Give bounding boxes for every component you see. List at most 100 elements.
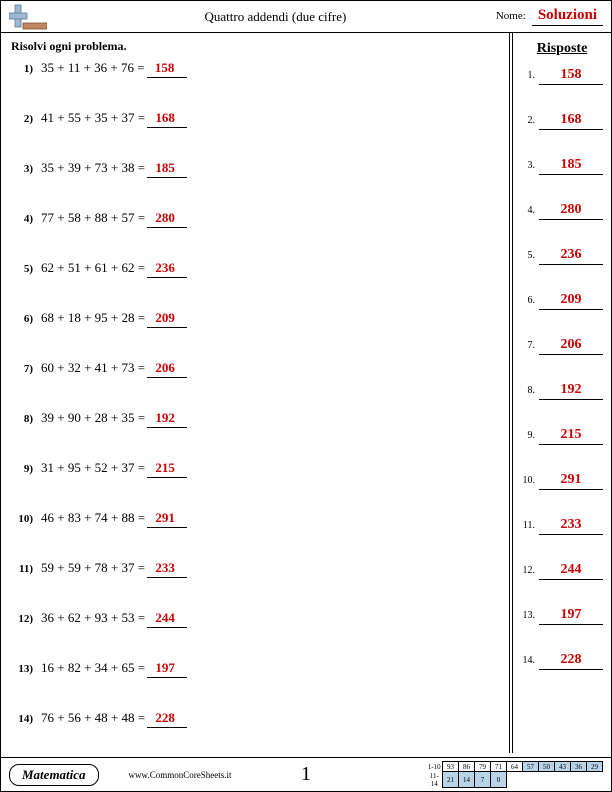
problem-row: 14)76 + 56 + 48 + 48 =228 bbox=[11, 710, 499, 728]
problem-number: 9) bbox=[11, 463, 33, 475]
problem-row: 11) 59 + 59 + 78 + 37 =233 bbox=[11, 560, 499, 578]
answer-row: 3.185 bbox=[521, 157, 603, 175]
problem-row: 9) 31 + 95 + 52 + 37 =215 bbox=[11, 460, 499, 478]
problem-expression: 59 + 59 + 78 + 37 = bbox=[41, 560, 145, 576]
answer-index: 5. bbox=[521, 250, 535, 261]
problem-expression: 77 + 58 + 88 + 57 = bbox=[41, 210, 145, 226]
answer-index: 10. bbox=[521, 475, 535, 486]
problem-number: 13) bbox=[11, 663, 33, 675]
problem-expression: 39 + 90 + 28 + 35 = bbox=[41, 410, 145, 426]
answer-index: 12. bbox=[521, 565, 535, 576]
problem-answer: 192 bbox=[147, 410, 187, 428]
problem-row: 10)46 + 83 + 74 + 88 =291 bbox=[11, 510, 499, 528]
score-label: 11-14 bbox=[427, 772, 443, 788]
score-cell: 86 bbox=[459, 762, 475, 772]
problem-expression: 36 + 62 + 93 + 53 = bbox=[41, 610, 145, 626]
answer-value: 209 bbox=[539, 292, 603, 310]
problem-row: 13) 16 + 82 + 34 + 65 =197 bbox=[11, 660, 499, 678]
answer-row: 12. 244 bbox=[521, 562, 603, 580]
answer-value: 197 bbox=[539, 607, 603, 625]
name-field-area: Nome: Soluzioni bbox=[496, 7, 603, 26]
score-cell: 29 bbox=[587, 762, 603, 772]
instruction-text: Risolvi ogni problema. bbox=[11, 39, 499, 54]
worksheet-title: Quattro addendi (due cifre) bbox=[55, 9, 496, 25]
problem-number: 14) bbox=[11, 713, 33, 725]
score-cell: 79 bbox=[475, 762, 491, 772]
problem-answer: 206 bbox=[147, 360, 187, 378]
answer-row: 6. 209 bbox=[521, 292, 603, 310]
answer-index: 7. bbox=[521, 340, 535, 351]
answer-index: 3. bbox=[521, 160, 535, 171]
problem-expression: 62 + 51 + 61 + 62 = bbox=[41, 260, 145, 276]
problem-number: 2) bbox=[11, 113, 33, 125]
score-cell: 21 bbox=[443, 772, 459, 788]
problem-answer: 209 bbox=[147, 310, 187, 328]
score-cell: 57 bbox=[523, 762, 539, 772]
problem-number: 7) bbox=[11, 363, 33, 375]
answer-index: 14. bbox=[521, 655, 535, 666]
problem-row: 3)35 + 39 + 73 + 38 =185 bbox=[11, 160, 499, 178]
answer-value: 192 bbox=[539, 382, 603, 400]
problem-answer: 280 bbox=[147, 210, 187, 228]
problem-row: 4)77 + 58 + 88 + 57 =280 bbox=[11, 210, 499, 228]
problem-row: 2)41 + 55 + 35 + 37 =168 bbox=[11, 110, 499, 128]
problem-row: 1)35 + 11 + 36 + 76 =158 bbox=[11, 60, 499, 78]
problem-row: 5) 62 + 51 + 61 + 62 =236 bbox=[11, 260, 499, 278]
answer-row: 5.236 bbox=[521, 247, 603, 265]
problem-answer: 291 bbox=[147, 510, 187, 528]
score-cell: 64 bbox=[507, 762, 523, 772]
score-cell: 14 bbox=[459, 772, 475, 788]
score-cell: 93 bbox=[443, 762, 459, 772]
site-url: www.CommonCoreSheets.it bbox=[129, 770, 232, 780]
problem-expression: 76 + 56 + 48 + 48 = bbox=[41, 710, 145, 726]
score-cell: 43 bbox=[555, 762, 571, 772]
score-cell: 50 bbox=[539, 762, 555, 772]
answer-row: 7.206 bbox=[521, 337, 603, 355]
score-grid: 1-1093867971645750433629 11-14211470 bbox=[427, 761, 604, 788]
problem-row: 12) 36 + 62 + 93 + 53 =244 bbox=[11, 610, 499, 628]
problem-number: 11) bbox=[11, 563, 33, 575]
answer-row: 13. 197 bbox=[521, 607, 603, 625]
problem-expression: 16 + 82 + 34 + 65 = bbox=[41, 660, 145, 676]
problem-expression: 60 + 32 + 41 + 73 = bbox=[41, 360, 145, 376]
score-cell: 36 bbox=[571, 762, 587, 772]
problem-answer: 244 bbox=[147, 610, 187, 628]
answers-column: Risposte 1.158 2.168 3.185 4.280 5.236 6. 209 7… bbox=[509, 33, 611, 753]
problem-answer: 215 bbox=[147, 460, 187, 478]
page-number: 1 bbox=[301, 763, 311, 786]
answer-value: 291 bbox=[539, 472, 603, 490]
answer-row: 11.233 bbox=[521, 517, 603, 535]
score-cell: 7 bbox=[475, 772, 491, 788]
problem-answer: 236 bbox=[147, 260, 187, 278]
problem-expression: 31 + 95 + 52 + 37 = bbox=[41, 460, 145, 476]
answer-index: 13. bbox=[521, 610, 535, 621]
problem-number: 3) bbox=[11, 163, 33, 175]
answer-row: 10. 291 bbox=[521, 472, 603, 490]
answer-value: 215 bbox=[539, 427, 603, 445]
answer-row: 4.280 bbox=[521, 202, 603, 220]
answer-value: 233 bbox=[539, 517, 603, 535]
problem-row: 6)68 + 18 + 95 + 28 =209 bbox=[11, 310, 499, 328]
answers-header: Risposte bbox=[521, 41, 603, 57]
problem-answer: 168 bbox=[147, 110, 187, 128]
problem-number: 6) bbox=[11, 313, 33, 325]
problem-number: 10) bbox=[11, 513, 33, 525]
name-label: Nome: bbox=[496, 10, 526, 22]
problem-expression: 35 + 39 + 73 + 38 = bbox=[41, 160, 145, 176]
answer-value: 244 bbox=[539, 562, 603, 580]
problem-number: 5) bbox=[11, 263, 33, 275]
answer-row: 2.168 bbox=[521, 112, 603, 130]
answer-value: 158 bbox=[539, 67, 603, 85]
problem-answer: 233 bbox=[147, 560, 187, 578]
problem-number: 8) bbox=[11, 413, 33, 425]
answer-index: 6. bbox=[521, 295, 535, 306]
subject-box: Matematica bbox=[9, 764, 99, 786]
problem-answer: 197 bbox=[147, 660, 187, 678]
problem-number: 12) bbox=[11, 613, 33, 625]
score-cell: 71 bbox=[491, 762, 507, 772]
score-cell: 0 bbox=[491, 772, 507, 788]
solutions-label: Soluzioni bbox=[532, 7, 603, 26]
answer-row: 1.158 bbox=[521, 67, 603, 85]
answer-value: 228 bbox=[539, 652, 603, 670]
problem-expression: 35 + 11 + 36 + 76 = bbox=[41, 60, 145, 76]
